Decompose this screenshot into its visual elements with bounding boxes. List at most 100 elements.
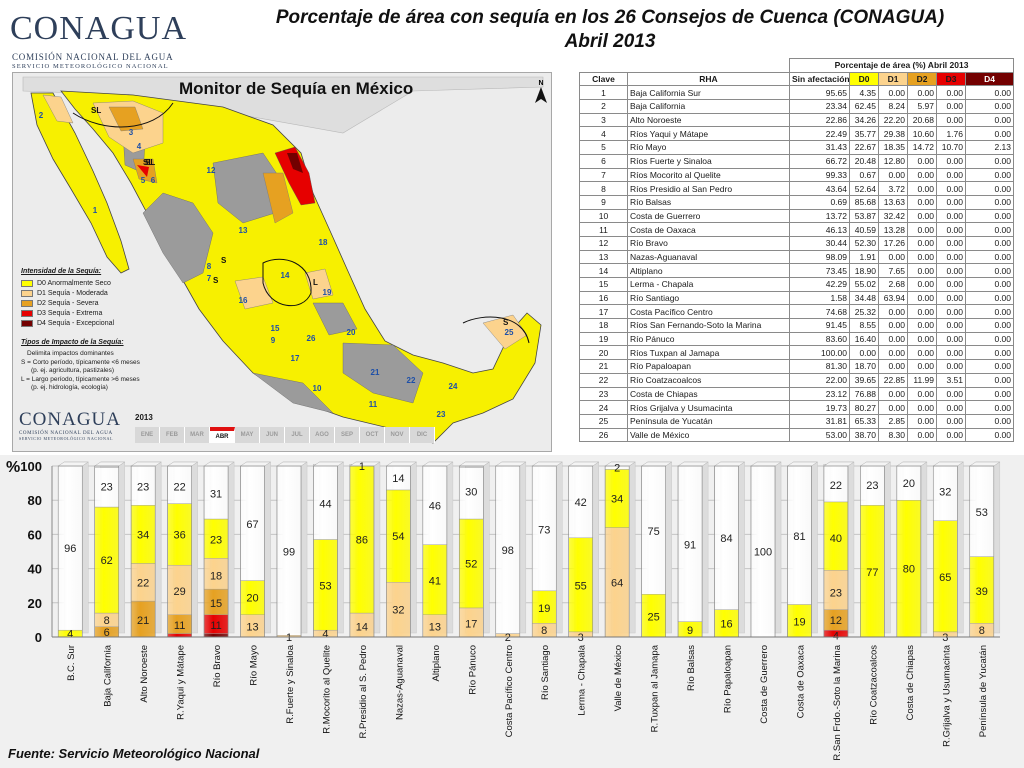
bar-value-label: 9 — [687, 625, 693, 637]
table-header-cell: RHA — [627, 71, 790, 87]
x-category-label: Costa de Chiapas — [905, 645, 916, 721]
table-row: 7 Ríos Mocorito al Quelite 99.33 0.67 0.00 0.… — [579, 167, 1015, 183]
table-cell: 19 — [579, 331, 628, 347]
table-cell: 0.00 — [964, 126, 1015, 142]
region-number-label: 24 — [449, 382, 458, 391]
bar-value-label: 22 — [830, 480, 842, 492]
table-cell: Baja California Sur — [627, 85, 790, 101]
table-cell: 80.27 — [849, 400, 879, 415]
month-strip: ENE FEB MAR ABR MAY JUN JUL AGO SEP OCT NOV DIC — [135, 427, 435, 443]
bar-segment-none — [933, 465, 958, 521]
impact-type-label: SL — [145, 158, 155, 167]
table-cell: 38.70 — [849, 427, 879, 443]
table-cell: 0.00 — [936, 153, 966, 169]
table-cell: Ríos Yaqui y Mátape — [627, 126, 790, 142]
region-number-label: 17 — [291, 354, 300, 363]
bar-value-label: 99 — [283, 547, 295, 559]
bar-value-label: 55 — [575, 581, 587, 593]
table-cell: 0.00 — [907, 359, 937, 374]
bar-value-label: 19 — [538, 603, 550, 615]
table-row: 11 Costa de Oaxaca 46.13 40.59 13.28 0.00 0.00… — [579, 222, 1015, 237]
table-cell: 76.88 — [849, 386, 879, 402]
table-cell: 15 — [579, 277, 628, 292]
month-cell-sep: SEP — [335, 427, 360, 443]
table-row: 25 Península de Yucatán 31.81 65.33 2.85 0.00… — [579, 413, 1015, 429]
table-cell: 0.00 — [936, 85, 966, 101]
bar-value-label: 53 — [319, 581, 331, 593]
x-category-label: R.Fuerte y Sinaloa — [285, 644, 296, 723]
bar-value-label: 23 — [101, 482, 113, 494]
bar-segment-none — [276, 465, 302, 636]
table-cell: 0.00 — [964, 318, 1015, 333]
bar-segment-d3 — [167, 633, 192, 638]
impact-type-label: S — [503, 318, 509, 327]
table-cell: 0.00 — [878, 359, 908, 374]
table-cell: 0.00 — [964, 345, 1015, 361]
table-cell: 13.28 — [878, 222, 908, 237]
y-tick-label: 40 — [28, 562, 42, 577]
table-row: 9 Río Balsas 0.69 85.68 13.63 0.00 0.00 0.00 — [579, 194, 1015, 210]
bar-segment-d0 — [604, 469, 630, 528]
bar-value-label: 11 — [210, 620, 221, 632]
table-cell: 7.65 — [878, 263, 908, 278]
table-cell: Costa Pacífico Centro — [627, 304, 790, 320]
table-cell: 0.00 — [878, 249, 908, 265]
bar-value-label: 77 — [866, 567, 878, 579]
table-cell: 22.20 — [878, 112, 908, 128]
legend-item: D1 Sequía - Moderada — [21, 288, 114, 298]
table-cell: 5.97 — [907, 99, 937, 114]
table-cell: 23.34 — [789, 99, 850, 114]
table-cell: 52.64 — [849, 181, 879, 196]
table-header-cell: D3 — [936, 71, 966, 87]
region-number-label: 22 — [407, 376, 416, 385]
bar-segment-d0 — [422, 544, 448, 615]
table-cell: 16.40 — [849, 331, 879, 347]
bar-segment-none — [240, 465, 265, 581]
table-cell: 12.80 — [878, 153, 908, 169]
table-cell: 22.85 — [878, 372, 908, 388]
table-cell: 100.00 — [789, 345, 850, 361]
region-number-label: 6 — [151, 176, 156, 185]
table-row: 16 Río Santiago 1.58 34.48 63.94 0.00 0.00 0.00 — [579, 290, 1015, 306]
x-category-label: Río Bravo — [212, 645, 223, 687]
bar-value-label: 53 — [976, 507, 988, 519]
bar-segment-none — [823, 464, 849, 503]
table-cell: 3.72 — [878, 181, 908, 196]
bar-value-label: 22 — [137, 577, 149, 589]
x-category-label: Valle de México — [613, 645, 624, 711]
page-title-line-2: Abril 2013 — [564, 31, 656, 52]
table-cell: 0.00 — [964, 208, 1015, 224]
table-row: 1 Baja California Sur 95.65 4.35 0.00 0.00 0.0… — [579, 85, 1015, 101]
drought-table-container: Porcentaje de área (%) Abril 2013 Clave R… — [579, 58, 1015, 443]
x-category-label: Costa de Guerrero — [759, 645, 770, 724]
table-cell: 0.00 — [936, 194, 966, 210]
table-cell: 0.00 — [878, 85, 908, 101]
table-cell: 22.67 — [849, 140, 879, 155]
bar-value-label: 20 — [246, 593, 258, 605]
table-cell: 98.09 — [789, 249, 850, 265]
region-number-label: 8 — [207, 262, 212, 271]
month-cell-jul: JUL — [285, 427, 310, 443]
bar-value-label: 4 — [322, 629, 328, 641]
table-cell: 46.13 — [789, 222, 850, 237]
table-cell: 0.00 — [878, 331, 908, 347]
x-category-label: Río Pánuco — [467, 645, 478, 695]
x-category-label: Río Balsas — [686, 645, 697, 691]
bar-value-label: 64 — [611, 577, 623, 589]
table-cell: 23 — [579, 386, 628, 402]
region-number-label: 2 — [39, 111, 44, 120]
region-number-label: 14 — [281, 271, 290, 280]
table-cell: 5 — [579, 140, 628, 155]
table-cell: Río Papaloapan — [627, 359, 790, 374]
table-cell: 32.42 — [878, 208, 908, 224]
bar-value-label: 32 — [939, 487, 951, 499]
month-cell-mar: MAR — [185, 427, 210, 443]
table-cell: Altiplano — [627, 263, 790, 278]
bar-segment-d0 — [860, 505, 885, 638]
bar-value-label: 84 — [720, 533, 732, 545]
bar-segment-none — [94, 467, 119, 508]
table-cell: 18.90 — [849, 263, 879, 278]
impact-legend: Delimita impactos dominantes S = Corto pe… — [21, 350, 196, 393]
table-cell: 0.00 — [936, 359, 966, 374]
